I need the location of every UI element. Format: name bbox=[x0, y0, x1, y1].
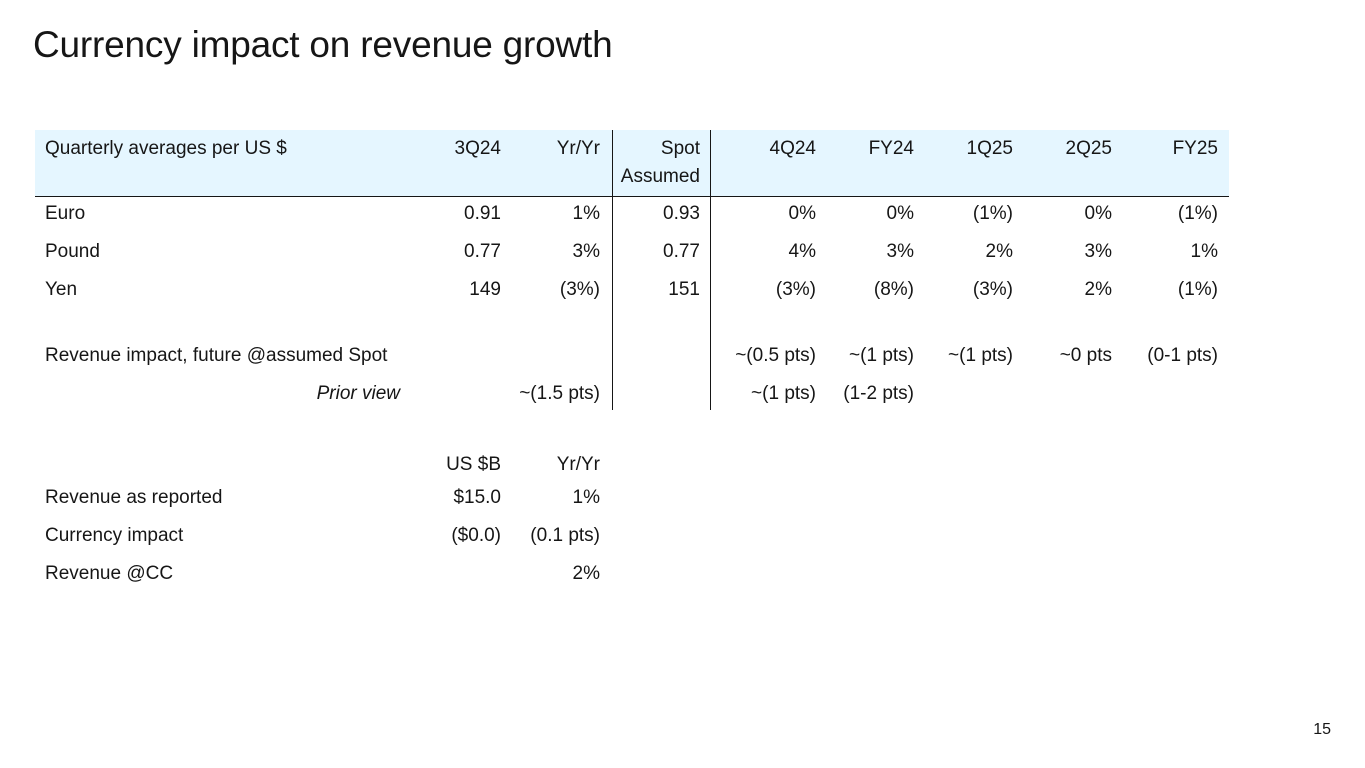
row-label-revenue-impact: Revenue impact, future @assumed Spot bbox=[45, 345, 388, 366]
table-cell: ~(1.5 pts) bbox=[519, 383, 600, 404]
table-cell: ~(1 pts) bbox=[751, 383, 816, 404]
table-cell: 0.77 bbox=[464, 241, 501, 262]
column-header-us-b: US $B bbox=[446, 454, 501, 475]
column-header-1q25: 1Q25 bbox=[966, 138, 1013, 159]
table-cell: 151 bbox=[668, 279, 700, 300]
table-cell: 2% bbox=[572, 563, 600, 584]
prior-view-text: Prior view bbox=[316, 383, 400, 404]
table-cell: $15.0 bbox=[453, 487, 501, 508]
table-cell: ~(1 pts) bbox=[849, 345, 914, 366]
table-cell: (1%) bbox=[972, 203, 1013, 224]
table-cell: 3% bbox=[1084, 241, 1112, 262]
row-label-prior-view: Prior view bbox=[317, 383, 400, 405]
spot-column-left-divider bbox=[612, 130, 613, 410]
table-cell: ~(0.5 pts) bbox=[735, 345, 816, 366]
table-cell: (3%) bbox=[775, 279, 816, 300]
table-cell: ($0.0) bbox=[451, 525, 501, 546]
table-cell: 1% bbox=[572, 203, 600, 224]
table-cell: 0.77 bbox=[663, 241, 700, 262]
table-cell: 0% bbox=[1084, 203, 1112, 224]
table-cell: ~(1 pts) bbox=[948, 345, 1013, 366]
row-label-yen: Yen bbox=[45, 279, 78, 300]
row-label-revenue-cc: Revenue @CC bbox=[45, 563, 174, 584]
table-cell: 4% bbox=[788, 241, 816, 262]
row-label-revenue-as-reported: Revenue as reported bbox=[45, 487, 223, 508]
table-cell: 0.93 bbox=[663, 203, 700, 224]
table-cell: 2% bbox=[985, 241, 1013, 262]
table-cell: 0.91 bbox=[464, 203, 501, 224]
column-header-assumed: Assumed bbox=[620, 166, 700, 187]
table-cell: (8%) bbox=[873, 279, 914, 300]
table-cell: 3% bbox=[886, 241, 914, 262]
table-cell: (0.1 pts) bbox=[530, 525, 600, 546]
row-label-euro: Euro bbox=[45, 203, 86, 224]
column-header-label: Quarterly averages per US $ bbox=[45, 138, 287, 159]
table-cell: (1%) bbox=[1177, 279, 1218, 300]
column-header-yr-yr: Yr/Yr bbox=[556, 138, 600, 159]
header-divider bbox=[35, 196, 1229, 197]
table-cell: (3%) bbox=[559, 279, 600, 300]
table-cell: 0% bbox=[886, 203, 914, 224]
row-label-currency-impact: Currency impact bbox=[45, 525, 184, 546]
row-label-pound: Pound bbox=[45, 241, 100, 262]
table-cell: (1-2 pts) bbox=[843, 383, 914, 404]
table-cell: (0-1 pts) bbox=[1147, 345, 1218, 366]
table-cell: 3% bbox=[572, 241, 600, 262]
column-header-fy25: FY25 bbox=[1172, 138, 1218, 159]
page-title: Currency impact on revenue growth bbox=[33, 24, 613, 65]
table-cell: 0% bbox=[788, 203, 816, 224]
column-header-spot: Spot bbox=[660, 138, 700, 159]
column-header-yr-yr-revenue: Yr/Yr bbox=[556, 454, 600, 475]
table-cell: (3%) bbox=[972, 279, 1013, 300]
table-cell: 1% bbox=[1190, 241, 1218, 262]
table-header-band bbox=[35, 130, 1229, 196]
spot-column-right-divider bbox=[710, 130, 711, 410]
table-cell: 1% bbox=[572, 487, 600, 508]
column-header-3q24: 3Q24 bbox=[454, 138, 501, 159]
page-number: 15 bbox=[1313, 721, 1331, 738]
column-header-4q24: 4Q24 bbox=[769, 138, 816, 159]
column-header-2q25: 2Q25 bbox=[1065, 138, 1112, 159]
table-cell: 2% bbox=[1084, 279, 1112, 300]
column-header-fy24: FY24 bbox=[868, 138, 914, 159]
table-cell: ~0 pts bbox=[1059, 345, 1112, 366]
table-cell: (1%) bbox=[1177, 203, 1218, 224]
table-cell: 149 bbox=[469, 279, 501, 300]
